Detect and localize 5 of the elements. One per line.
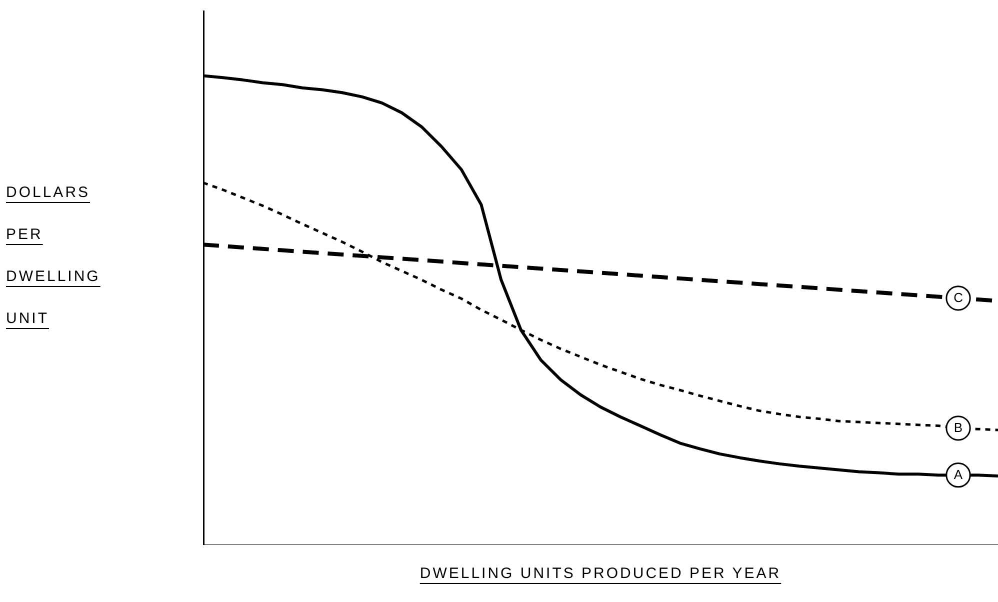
series-label: A — [954, 467, 963, 482]
series-label: C — [954, 290, 963, 306]
text: DOLLARS PER DWELLING UNIT — [6, 184, 100, 327]
series-label: B — [954, 420, 963, 436]
x-axis-title: DWELLING UNITS PRODUCED PER YEAR — [418, 565, 782, 582]
